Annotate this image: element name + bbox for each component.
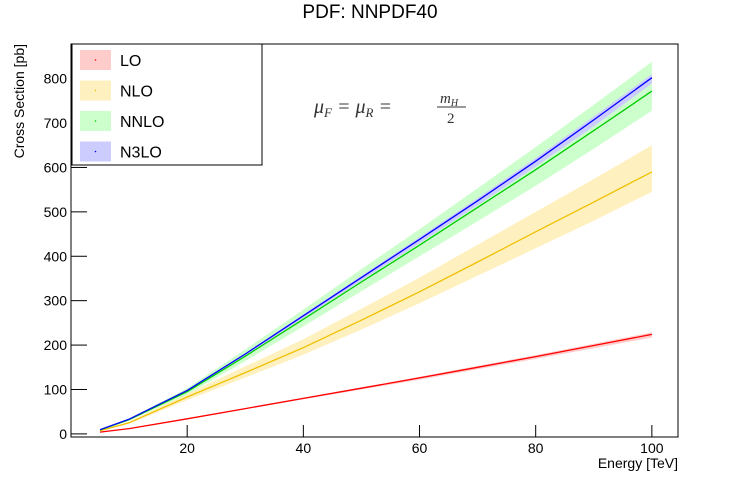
chart-title: PDF: NNPDF40 — [302, 2, 437, 23]
series-line — [99, 90, 653, 431]
y-tick-label: 500 — [44, 204, 68, 220]
y-tick-label: 400 — [44, 248, 68, 264]
legend-label: LO — [120, 53, 141, 70]
plot-frame — [70, 43, 679, 438]
y-tick-label: 700 — [44, 115, 68, 131]
x-axis-label: Energy [TeV] — [598, 455, 678, 471]
legend-marker — [94, 59, 97, 61]
legend-label: NLO — [120, 84, 153, 101]
y-tick-label: 300 — [44, 293, 68, 309]
y-tick-label: 200 — [44, 337, 68, 353]
series-line — [99, 77, 653, 431]
x-tick-label: 20 — [179, 440, 195, 456]
formula-part: F — [323, 105, 333, 120]
legend-label: NNLO — [120, 114, 164, 131]
formula-numerator: mH — [440, 91, 459, 109]
series-line — [99, 333, 653, 433]
formula-denominator: 2 — [447, 111, 455, 127]
series-line — [99, 171, 653, 432]
formula-part: m — [440, 91, 451, 107]
uncertainty-band — [100, 332, 652, 433]
legend-marker — [94, 89, 97, 92]
x-tick-label: 40 — [296, 440, 312, 456]
formula-part: μ — [313, 96, 324, 118]
x-tick-label: 80 — [528, 440, 544, 456]
y-tick-label: 100 — [44, 381, 68, 397]
formula-part: = — [374, 96, 393, 118]
y-axis-label: Cross Section [pb] — [11, 44, 27, 158]
legend-marker — [94, 120, 97, 122]
formula-part: H — [450, 98, 459, 109]
uncertainty-band — [100, 145, 652, 431]
y-tick-label: 0 — [59, 426, 67, 442]
formula: μF = μR = — [313, 96, 392, 120]
legend-label: N3LO — [120, 145, 162, 162]
legend-marker — [94, 150, 97, 153]
x-tick-label: 60 — [412, 440, 428, 456]
formula-part: R — [365, 105, 374, 120]
x-tick-label: 100 — [640, 440, 664, 456]
formula-part: = μ — [332, 96, 366, 118]
y-tick-label: 600 — [44, 159, 68, 175]
y-tick-label: 800 — [44, 71, 68, 87]
